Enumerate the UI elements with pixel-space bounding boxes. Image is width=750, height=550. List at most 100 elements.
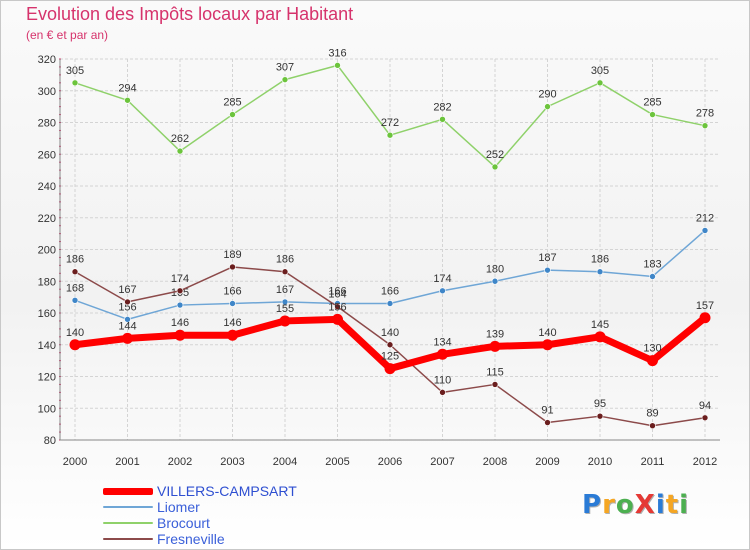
- data-label-fresneville: 91: [541, 405, 553, 417]
- point-liomer: [649, 273, 656, 280]
- point-villers-campsart: [384, 363, 396, 375]
- point-liomer: [491, 277, 499, 285]
- data-label-fresneville: 95: [594, 398, 606, 410]
- point-fresneville: [544, 419, 551, 426]
- data-label-liomer: 166: [328, 285, 346, 297]
- chart-subtitle: (en € et par an): [26, 28, 109, 42]
- y-tick-label: 160: [38, 308, 56, 320]
- y-tick-label: 300: [38, 86, 56, 98]
- y-tick-label: 200: [38, 245, 56, 257]
- data-label-liomer: 212: [696, 212, 714, 224]
- point-fresneville: [281, 268, 289, 276]
- data-label-liomer: 167: [276, 284, 294, 296]
- point-brocourt: [229, 111, 236, 118]
- point-fresneville: [334, 303, 341, 310]
- point-fresneville: [124, 298, 131, 306]
- data-label-brocourt: 285: [223, 97, 241, 109]
- y-tick-label: 140: [38, 340, 56, 352]
- data-label-liomer: 166: [381, 285, 399, 297]
- x-tick-label: 2010: [588, 456, 612, 468]
- legend-swatch: [103, 522, 153, 524]
- logo-letter: P: [582, 490, 603, 520]
- data-label-villers-campsart: 139: [486, 328, 504, 340]
- logo-letter: r: [602, 490, 616, 520]
- series-villers-campsart: 140 144 146 146 155 156 125 134 139 140 145 130 157: [66, 300, 714, 375]
- data-label-fresneville: 167: [118, 284, 136, 296]
- data-label-brocourt: 272: [381, 117, 399, 129]
- proxiti-logo: ProXiti: [582, 490, 689, 520]
- legend-item: Fresneville: [103, 531, 225, 547]
- legend-swatch: [103, 538, 153, 540]
- point-liomer: [124, 316, 131, 323]
- point-villers-campsart: [227, 329, 238, 341]
- point-brocourt: [334, 62, 341, 69]
- data-label-brocourt: 290: [538, 89, 556, 101]
- legend-label: Liomer: [157, 499, 200, 515]
- logo-letter: o: [615, 490, 635, 520]
- point-villers-campsart: [437, 348, 448, 360]
- legend-item: VILLERS-CAMPSART: [103, 483, 297, 499]
- point-villers-campsart: [69, 339, 81, 351]
- point-liomer: [71, 296, 79, 304]
- data-label-villers-campsart: 157: [696, 300, 714, 312]
- data-label-liomer: 186: [591, 254, 609, 266]
- x-tick-label: 2011: [641, 456, 665, 468]
- point-liomer: [281, 298, 289, 306]
- x-tick-label: 2002: [168, 456, 192, 468]
- point-brocourt: [439, 116, 446, 123]
- data-label-brocourt: 278: [696, 108, 714, 120]
- data-label-liomer: 166: [223, 285, 241, 297]
- series-layer: 305 294 262 285 307 316 272 282 252 290 305 285 278 1…: [66, 47, 714, 430]
- point-liomer: [229, 300, 236, 307]
- data-label-liomer: 168: [66, 282, 84, 294]
- data-label-villers-campsart: 140: [538, 327, 556, 339]
- data-label-brocourt: 252: [486, 149, 504, 161]
- point-brocourt: [124, 96, 131, 104]
- logo-letter: X: [634, 490, 656, 520]
- point-fresneville: [71, 268, 79, 276]
- y-tick-label: 260: [38, 149, 56, 161]
- point-villers-campsart: [542, 339, 553, 351]
- data-label-brocourt: 305: [591, 65, 609, 77]
- point-liomer: [544, 266, 551, 274]
- data-label-liomer: 174: [433, 273, 451, 285]
- point-brocourt: [544, 103, 551, 110]
- point-liomer: [386, 300, 394, 307]
- data-label-brocourt: 305: [66, 65, 84, 77]
- data-label-brocourt: 294: [118, 82, 136, 94]
- logo-letter: i: [679, 490, 690, 520]
- point-villers-campsart: [332, 313, 343, 325]
- point-fresneville: [649, 422, 656, 430]
- chart-title: Evolution des Impôts locaux par Habitant: [26, 4, 354, 24]
- data-label-villers-campsart: 125: [381, 351, 399, 363]
- data-label-villers-campsart: 146: [171, 317, 189, 329]
- data-label-fresneville: 186: [66, 254, 84, 266]
- data-label-brocourt: 262: [171, 133, 189, 145]
- point-fresneville: [701, 414, 709, 422]
- data-label-villers-campsart: 145: [591, 319, 609, 331]
- point-villers-campsart: [122, 332, 133, 344]
- legend-item: Brocourt: [103, 515, 210, 531]
- data-label-liomer: 187: [538, 252, 556, 264]
- y-tick-label: 80: [44, 435, 56, 447]
- data-label-villers-campsart: 134: [433, 336, 451, 348]
- data-label-fresneville: 110: [434, 374, 452, 386]
- point-fresneville: [439, 389, 446, 396]
- point-villers-campsart: [279, 315, 291, 327]
- data-label-fresneville: 186: [276, 254, 294, 266]
- point-villers-campsart: [594, 331, 606, 343]
- data-label-liomer: 156: [118, 301, 136, 313]
- point-villers-campsart: [647, 355, 658, 367]
- data-label-fresneville: 189: [223, 249, 241, 261]
- x-tick-label: 2003: [220, 456, 244, 468]
- point-brocourt: [281, 76, 289, 83]
- y-tick-label: 120: [38, 372, 56, 384]
- legend-label: Brocourt: [157, 515, 210, 531]
- data-label-villers-campsart: 140: [66, 327, 84, 339]
- data-label-villers-campsart: 130: [643, 343, 661, 355]
- series-fresneville: 186 167 174 189 186 164 140 110 115 91 95 89 94: [66, 249, 711, 430]
- x-tick-label: 2005: [325, 456, 349, 468]
- data-label-brocourt: 316: [328, 47, 346, 59]
- data-label-villers-campsart: 155: [276, 303, 294, 315]
